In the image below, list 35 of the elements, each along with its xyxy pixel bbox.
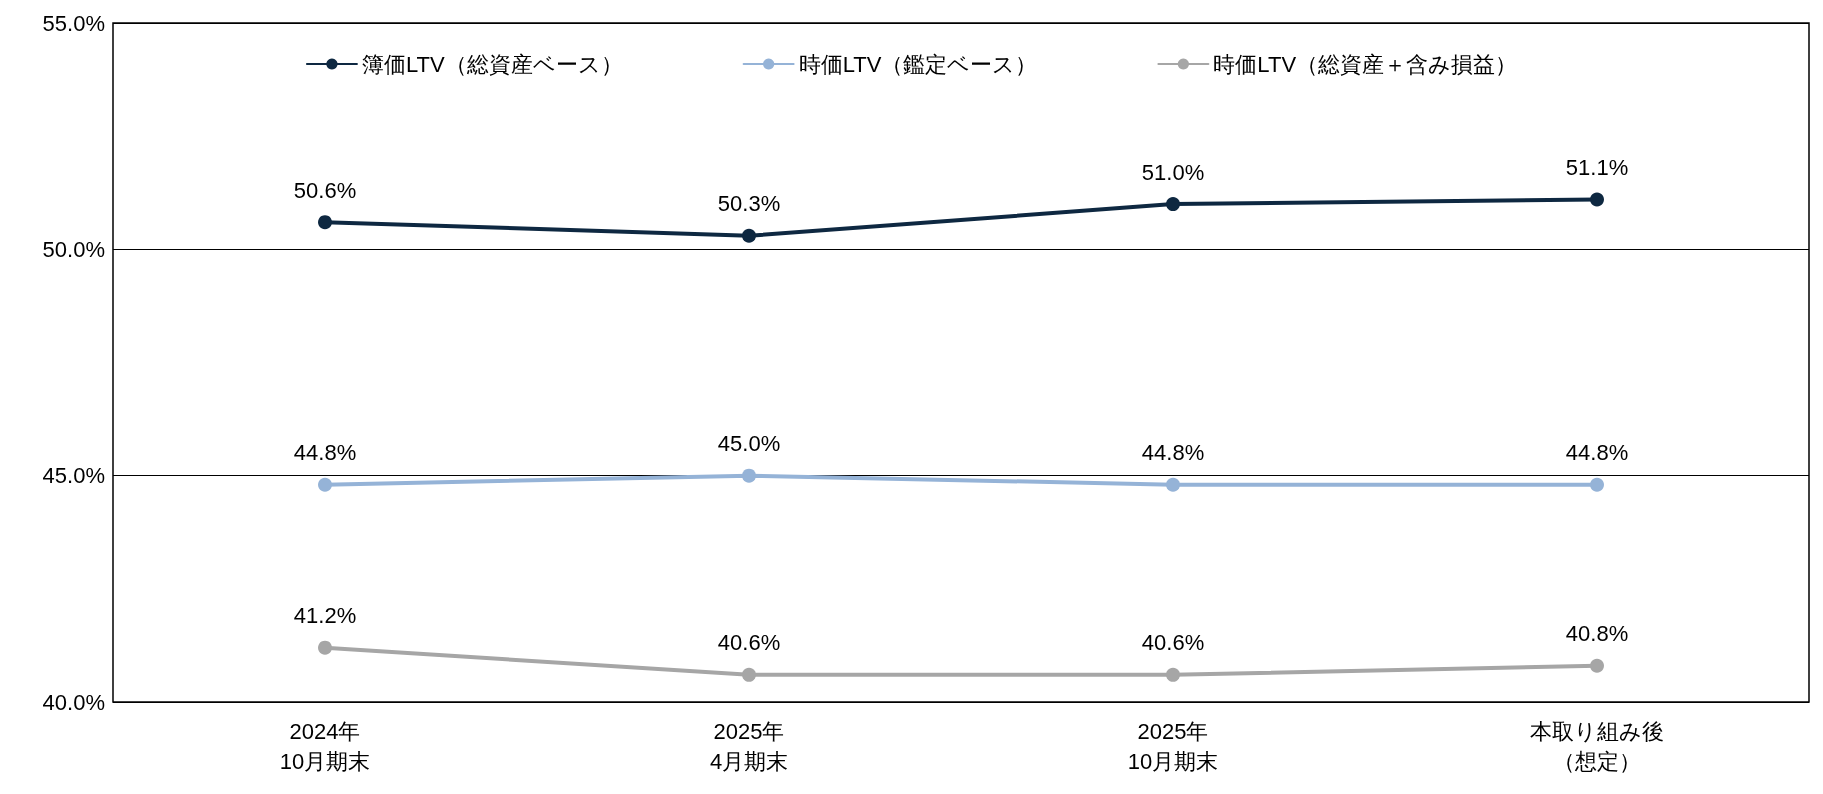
y-tick-label: 40.0%: [42, 689, 105, 715]
point: [318, 477, 332, 492]
data-label: 44.8%: [1565, 440, 1629, 466]
data-label: 40.6%: [717, 630, 781, 656]
x-tick-label: 2025年 10月期末: [1127, 718, 1219, 774]
x-tick-label: 2025年 4月期末: [709, 718, 789, 774]
data-label: 50.3%: [717, 191, 781, 217]
point: [742, 468, 756, 483]
point: [1166, 477, 1180, 492]
y-tick-label: 50.0%: [42, 236, 105, 262]
point: [318, 215, 332, 230]
data-label: 41.2%: [293, 603, 357, 629]
point: [1590, 192, 1604, 207]
data-label: 44.8%: [293, 440, 357, 466]
y-tick-label: 45.0%: [42, 463, 105, 489]
y-tick-label: 55.0%: [42, 10, 105, 36]
data-label: 40.8%: [1565, 621, 1629, 647]
x-tick-label: 本取り組み後（想定）: [1530, 718, 1664, 774]
legend-label: 簿価LTV（総資産ベース）: [361, 51, 623, 77]
point: [1590, 477, 1604, 492]
data-label: 51.0%: [1141, 159, 1205, 185]
data-label: 51.1%: [1565, 155, 1629, 181]
point: [1166, 667, 1180, 682]
x-tick-label: 2024年 10月期末: [279, 718, 371, 774]
point: [1590, 658, 1604, 673]
data-label: 44.8%: [1141, 440, 1205, 466]
legend-label: 時価LTV（総資産＋含み損益）: [1213, 51, 1518, 77]
data-label: 45.0%: [717, 431, 781, 457]
data-label: 40.6%: [1141, 630, 1205, 656]
point: [318, 640, 332, 655]
point: [742, 228, 756, 243]
legend-label: 時価LTV（鑑定ベース）: [798, 51, 1038, 77]
data-label: 50.6%: [293, 177, 357, 203]
point: [742, 667, 756, 682]
point: [1166, 197, 1180, 212]
